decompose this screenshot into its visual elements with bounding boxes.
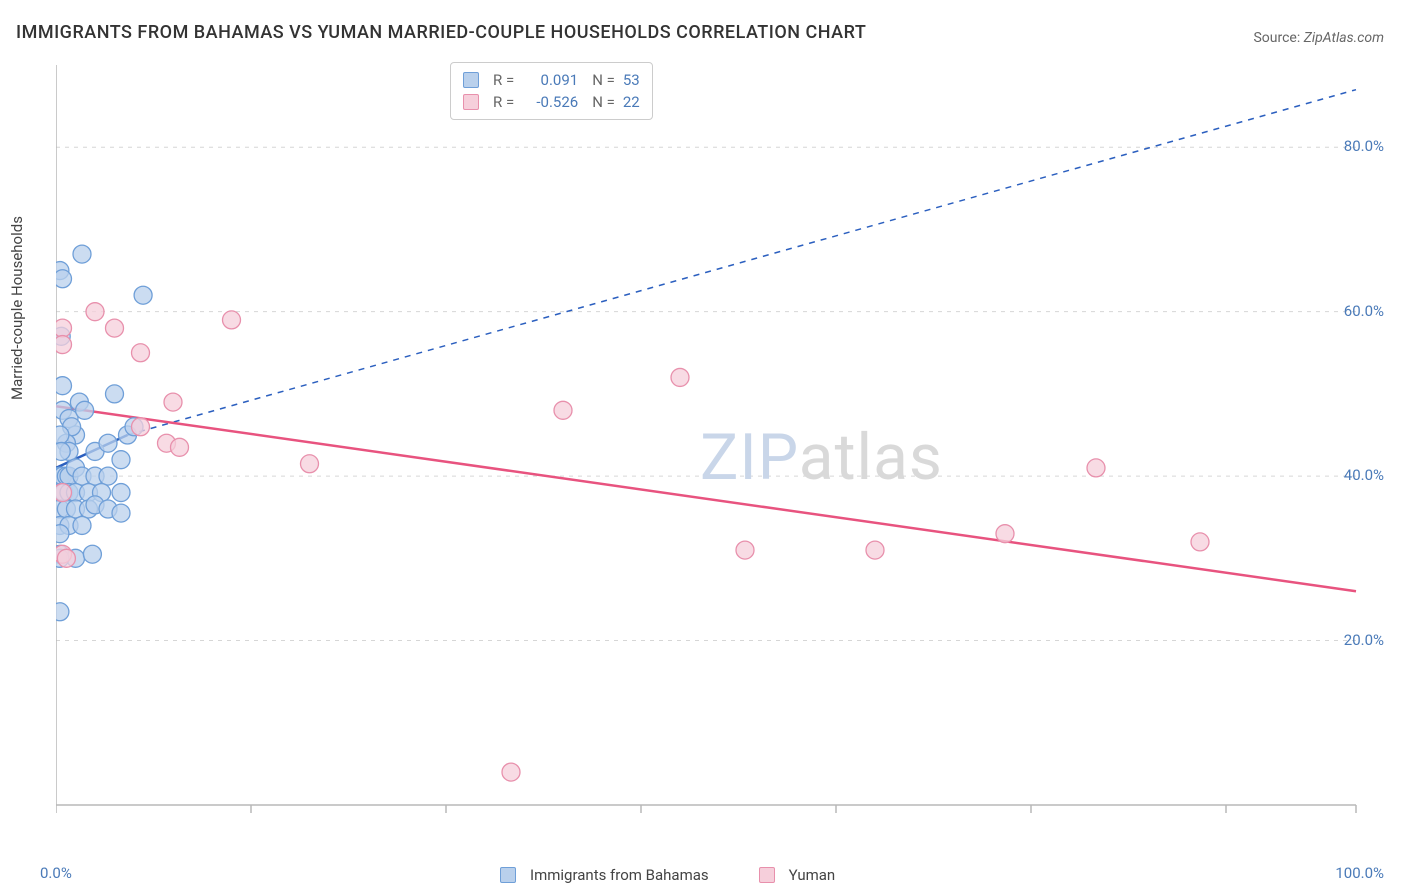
legend-swatch (759, 867, 775, 883)
bottom-legend: Immigrants from Bahamas Yuman (500, 866, 835, 884)
stats-row: R = -0.526 N = 22 (463, 91, 640, 113)
x-tick-left: 0.0% (40, 864, 72, 882)
y-tick-label: 40.0% (1344, 466, 1384, 484)
legend-swatch (500, 867, 516, 883)
chart-container: IMMIGRANTS FROM BAHAMAS VS YUMAN MARRIED… (0, 0, 1406, 892)
legend-label: Yuman (789, 866, 836, 884)
r-label: R = (493, 71, 514, 89)
n-value: 53 (623, 71, 640, 89)
n-label: N = (592, 93, 615, 111)
scatter-plot (56, 55, 1386, 835)
y-tick-label: 80.0% (1344, 137, 1384, 155)
r-value: -0.526 (518, 93, 578, 111)
r-label: R = (493, 93, 514, 111)
stats-row: R = 0.091 N = 53 (463, 69, 640, 91)
legend-swatch (463, 94, 479, 110)
x-tick-right: 100.0% (1335, 864, 1384, 882)
legend-label: Immigrants from Bahamas (530, 866, 709, 884)
n-label: N = (592, 71, 615, 89)
source-label: Source: ZipAtlas.com (1253, 30, 1384, 46)
legend-item: Yuman (759, 866, 836, 884)
stats-legend: R = 0.091 N = 53 R = -0.526 N = 22 (450, 62, 653, 120)
r-value: 0.091 (518, 71, 578, 89)
source-value: ZipAtlas.com (1304, 30, 1384, 46)
y-axis-label: Married-couple Households (8, 216, 26, 400)
legend-swatch (463, 72, 479, 88)
legend-item: Immigrants from Bahamas (500, 866, 709, 884)
chart-title: IMMIGRANTS FROM BAHAMAS VS YUMAN MARRIED… (16, 22, 866, 43)
y-tick-label: 20.0% (1344, 631, 1384, 649)
n-value: 22 (623, 93, 640, 111)
source-prefix: Source: (1253, 30, 1300, 46)
y-tick-label: 60.0% (1344, 302, 1384, 320)
